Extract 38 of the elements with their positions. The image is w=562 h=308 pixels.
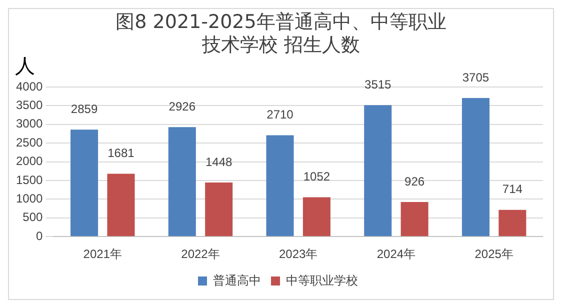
x-tick-label: 2021年 <box>83 247 122 262</box>
bar <box>498 210 526 236</box>
data-label: 1448 <box>205 154 233 169</box>
chart-title: 图8 2021-2025年普通高中、中等职业技术学校 招生人数 <box>114 11 448 57</box>
bar <box>400 202 428 236</box>
data-label: 3705 <box>462 70 490 84</box>
bar <box>266 135 294 236</box>
y-axis-title: 人 <box>15 56 35 78</box>
y-tick-label: 1500 <box>16 172 44 187</box>
y-tick-label: 4000 <box>16 79 44 94</box>
data-label: 926 <box>404 174 425 188</box>
data-label: 1052 <box>303 170 330 184</box>
bar <box>205 182 233 236</box>
y-tick-label: 2000 <box>16 154 44 168</box>
x-tick-label: 2025年 <box>474 247 514 262</box>
data-label: 714 <box>502 182 523 196</box>
bar <box>107 174 135 236</box>
bar <box>168 127 196 236</box>
y-tick-label: 500 <box>22 210 44 224</box>
data-label: 2859 <box>70 102 98 116</box>
x-tick-label: 2024年 <box>376 247 416 262</box>
y-tick-label: 3500 <box>16 98 44 112</box>
bar <box>70 130 98 236</box>
y-tick-label: 1000 <box>16 192 44 206</box>
data-label: 1681 <box>108 146 135 160</box>
x-tick-label: 2022年 <box>181 247 220 262</box>
bar <box>364 105 392 236</box>
bar <box>302 197 330 236</box>
y-tick-label: 2500 <box>16 135 44 150</box>
bar <box>462 98 490 236</box>
y-tick-label: 0 <box>36 228 44 243</box>
legend-label: 中等职业学校 <box>286 273 358 288</box>
x-tick-label: 2023年 <box>278 247 318 262</box>
data-label: 2926 <box>168 99 196 114</box>
legend-label: 普通高中 <box>213 273 261 288</box>
data-label: 2710 <box>266 108 294 122</box>
y-tick-label: 3000 <box>16 116 44 131</box>
data-label: 3515 <box>364 77 392 92</box>
